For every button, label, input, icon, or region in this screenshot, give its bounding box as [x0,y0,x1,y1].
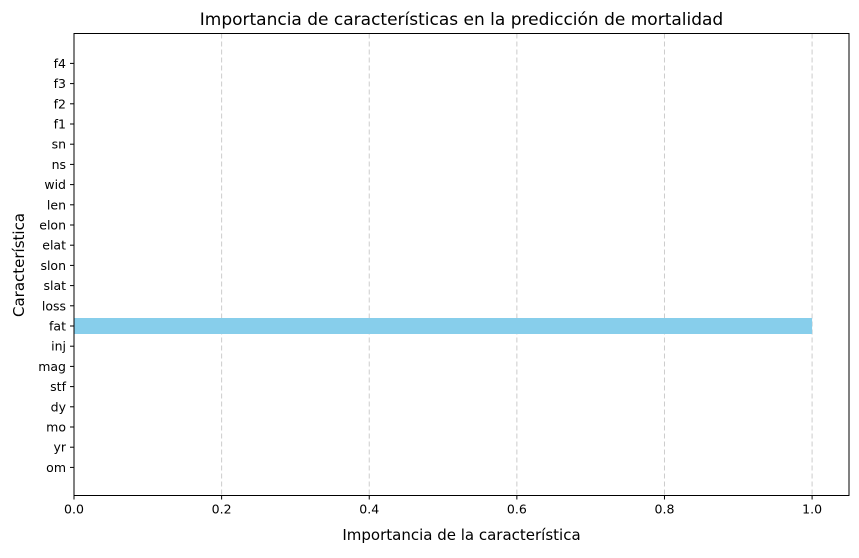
x-tick-label: 0.6 [507,502,527,517]
y-tick-label: mo [46,420,66,435]
y-tick-label: len [47,197,66,212]
y-tick-label: elon [39,218,66,233]
plot-frame [73,33,850,496]
y-tick-label: om [46,460,66,475]
y-tick-label: f4 [54,56,66,71]
x-axis-label: Importancia de la característica [342,526,580,544]
y-tick-label: wid [44,177,66,192]
y-axis-label: Característica [10,213,28,317]
x-tick-label: 0.0 [64,502,84,517]
y-tick-label: f3 [54,76,66,91]
y-tick-label: inj [51,339,66,354]
x-tick-label: 1.0 [802,502,822,517]
x-tick-label: 0.8 [655,502,675,517]
bars [74,318,813,334]
y-tick-label: ns [52,157,66,172]
x-tick-label: 0.2 [212,502,232,517]
grid-lines [73,33,813,496]
x-axis-ticks: 0.0 0.2 0.4 0.6 0.8 1.0 [64,495,822,517]
y-tick-label: fat [49,319,66,334]
y-tick-label: yr [53,440,66,455]
y-tick-label: elat [42,238,66,253]
bar-fat [74,318,813,334]
y-tick-label: stf [50,379,66,394]
y-tick-label: loss [42,298,66,313]
y-tick-label: mag [38,359,66,374]
y-tick-label: f1 [54,117,66,132]
y-tick-label: f2 [54,96,66,111]
chart-title: Importancia de características en la pre… [200,10,723,30]
y-tick-label: slon [40,258,66,273]
y-axis-ticks: om yr mo dy stf mag inj fat loss slat slon elat elon… [38,56,74,475]
y-tick-label: sn [52,137,66,152]
x-tick-label: 0.4 [359,502,379,517]
y-tick-label: slat [43,278,66,293]
y-tick-label: dy [51,399,67,414]
